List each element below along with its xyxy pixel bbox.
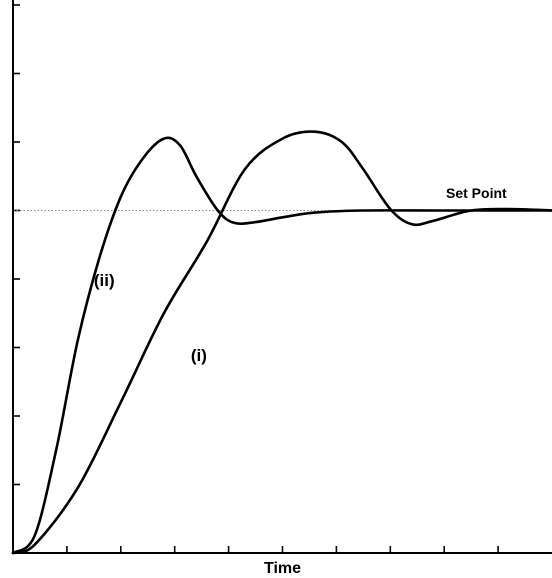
- x-axis-label: Time: [264, 560, 301, 577]
- set-point-label: Set Point: [446, 185, 507, 201]
- series-label-i: (i): [191, 346, 207, 365]
- series-label-ii: (ii): [94, 271, 115, 290]
- series-line-ii: [11, 136, 552, 555]
- y-ticks: [13, 4, 20, 486]
- x-ticks: [66, 546, 499, 553]
- series-line-i: [11, 130, 552, 555]
